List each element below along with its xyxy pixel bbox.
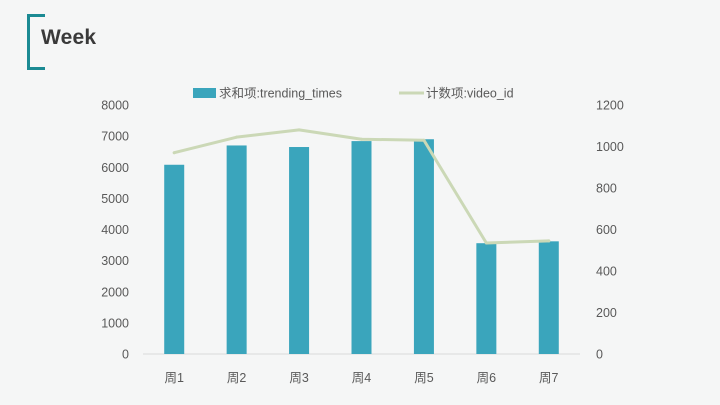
y-left-tick-label: 4000 bbox=[101, 223, 129, 237]
bar-1 bbox=[164, 164, 185, 354]
y-left-tick-label: 1000 bbox=[101, 316, 129, 330]
line-point-6 bbox=[484, 241, 488, 245]
y-left-tick-label: 2000 bbox=[101, 285, 129, 299]
y-left-tick-label: 0 bbox=[122, 348, 129, 362]
line-point-7 bbox=[547, 239, 551, 243]
line-point-3 bbox=[297, 128, 301, 132]
x-tick-label: 周7 bbox=[539, 371, 559, 385]
page-title: Week bbox=[41, 26, 97, 49]
y-left-tick-label: 6000 bbox=[101, 161, 129, 175]
x-tick-label: 周3 bbox=[289, 371, 309, 385]
bar-6 bbox=[476, 243, 497, 354]
y-right-tick-label: 1200 bbox=[596, 99, 624, 113]
x-tick-label: 周2 bbox=[227, 371, 247, 385]
line-point-4 bbox=[360, 137, 363, 141]
y-right-tick-label: 400 bbox=[596, 265, 617, 279]
line-point-2 bbox=[235, 135, 239, 139]
bar-4 bbox=[351, 141, 372, 354]
y-left-tick-label: 8000 bbox=[101, 99, 129, 113]
line-point-1 bbox=[172, 151, 176, 155]
y-left-tick-label: 3000 bbox=[101, 254, 129, 268]
x-tick-label: 周6 bbox=[477, 371, 497, 385]
y-left-tick-label: 7000 bbox=[101, 130, 129, 144]
y-right-tick-label: 0 bbox=[596, 348, 603, 362]
x-tick-label: 周5 bbox=[414, 371, 434, 385]
bar-7 bbox=[538, 241, 559, 354]
y-right-tick-label: 200 bbox=[596, 306, 617, 320]
bar-5 bbox=[413, 139, 434, 354]
x-tick-label: 周4 bbox=[352, 371, 372, 385]
bar-3 bbox=[289, 147, 310, 354]
line-point-5 bbox=[422, 138, 426, 142]
legend-label-bar: 求和项:trending_times bbox=[219, 87, 342, 101]
x-tick-label: 周1 bbox=[164, 371, 184, 385]
legend-swatch-bar bbox=[193, 88, 216, 98]
y-right-tick-label: 600 bbox=[596, 223, 617, 237]
legend-label-line: 计数项:video_id bbox=[426, 86, 514, 101]
title-bracket bbox=[27, 14, 45, 70]
bar-2 bbox=[226, 145, 247, 354]
y-left-tick-label: 5000 bbox=[101, 192, 129, 206]
y-right-tick-label: 1000 bbox=[596, 140, 624, 154]
y-right-tick-label: 800 bbox=[596, 182, 617, 196]
